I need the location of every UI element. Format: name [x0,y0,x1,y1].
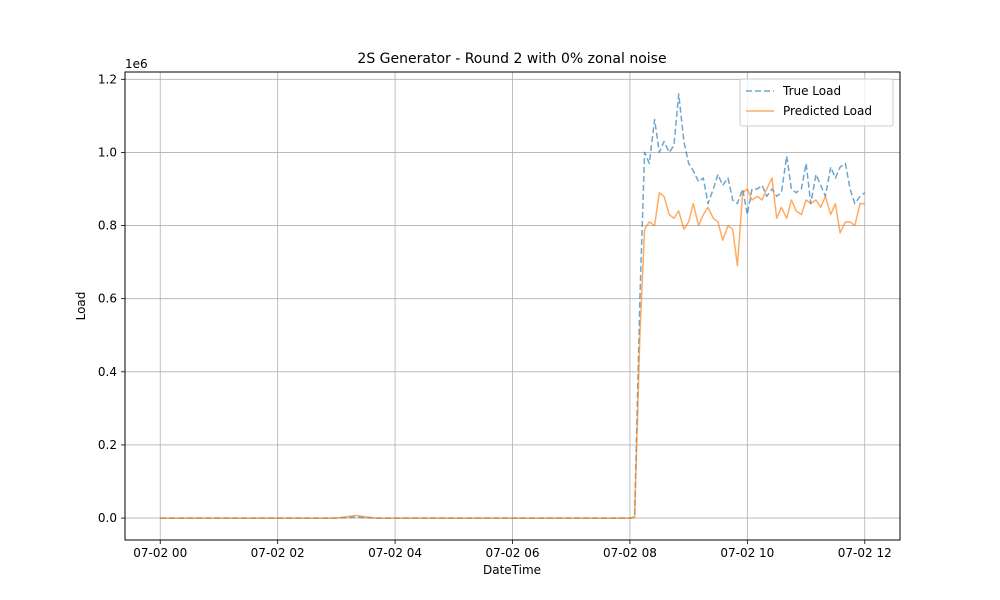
x-tick-label: 07-02 00 [133,546,187,560]
legend-label: Predicted Load [783,104,872,118]
x-axis-label: DateTime [483,563,541,577]
y-tick-label: 1.0 [98,145,117,159]
predicted-load-line [160,177,865,519]
axis-ticks: 07-02 00 07-02 02 07-02 04 07-02 06 07-02 08… [98,72,892,560]
x-tick-label: 07-02 12 [838,546,892,560]
chart-title: 2S Generator - Round 2 with 0% zonal noi… [357,51,666,67]
legend-label: True Load [782,84,841,98]
x-tick-label: 07-02 08 [603,546,657,560]
legend-box [739,78,894,127]
y-tick-label: 1.2 [98,72,117,86]
y-tick-label: 0.4 [98,365,117,379]
y-tick-label: 0.6 [98,292,117,306]
series-layer [160,93,866,519]
x-tick-label: 07-02 06 [486,546,540,560]
x-tick-label: 07-02 10 [720,546,774,560]
x-tick-label: 07-02 04 [368,546,422,560]
y-tick-label: 0.0 [98,511,117,525]
y-axis-label: Load [74,292,88,321]
y-tick-label: 0.2 [98,438,117,452]
legend: True Load Predicted Load [739,78,894,127]
x-tick-label: 07-02 02 [251,546,305,560]
y-tick-label: 0.8 [98,219,117,233]
y-offset-text: 1e6 [125,57,148,71]
